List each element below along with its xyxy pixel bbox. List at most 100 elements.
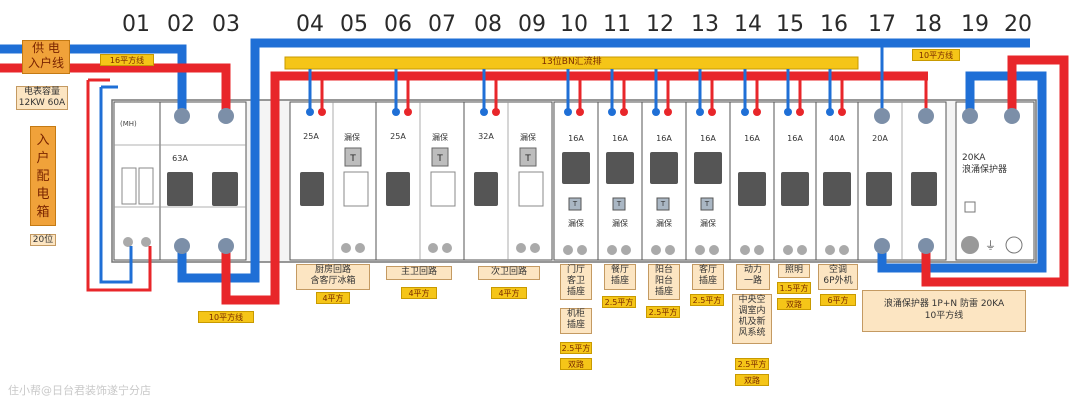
- inlet-cable-label: 16平方线: [100, 54, 154, 66]
- circuit-10b-line-1: 机柜: [566, 309, 585, 319]
- position-08: 08: [474, 12, 502, 37]
- circuit-04-cable: 4平方: [316, 292, 350, 304]
- inlet-live-wire: [0, 63, 231, 112]
- circuit-14b-line-1: 中央空: [738, 295, 766, 305]
- circuit-04-line-2: 含客厅冰箱: [310, 276, 356, 286]
- position-03: 03: [212, 12, 240, 37]
- spd-terminal: [1005, 236, 1023, 254]
- circuit-14b-line-4: 风系统: [738, 328, 766, 338]
- circuit-14b-label: 中央空 调室内 机及新 风系统: [732, 294, 772, 344]
- circuit-17-label: 浪涌保护器 1P+N 防雷 20KA 10平方线: [862, 290, 1026, 332]
- meter-info: 电表容量 12KW 60A: [16, 86, 68, 110]
- inlet-label: 供 电 入户线: [22, 40, 70, 74]
- position-18: 18: [914, 12, 942, 37]
- b11-leak: 漏保: [612, 219, 628, 228]
- circuit-10b-spare: 双路: [560, 358, 592, 370]
- circuit-17-line-2: 10平方线: [924, 311, 964, 321]
- b13-leak: 漏保: [700, 219, 716, 228]
- b10-t: T: [572, 200, 578, 208]
- svg-text:T: T: [349, 154, 356, 164]
- circuit-14-line-1: 动力: [743, 265, 762, 275]
- circuit-16-line-2: 6P外机: [823, 276, 853, 286]
- position-02: 02: [167, 12, 195, 37]
- circuit-15-label: 照明: [778, 264, 810, 278]
- circuit-12-cable: 2.5平方: [646, 306, 680, 318]
- circuit-17-line-1: 浪涌保护器 1P+N 防雷 20KA: [883, 299, 1005, 309]
- spd-window: [964, 201, 976, 213]
- circuit-10-line-1: 门厅: [566, 265, 585, 275]
- main-out-cable: 10平方线: [198, 311, 254, 323]
- circuit-12-line-1: 阳台: [654, 265, 673, 275]
- main-small-label: (MH): [120, 120, 137, 128]
- position-12: 12: [646, 12, 674, 37]
- m2-rating: 25A: [390, 132, 406, 141]
- module-spd: [955, 101, 1035, 261]
- position-05: 05: [340, 12, 368, 37]
- circuit-12-label: 阳台 阳台 插座: [648, 264, 680, 300]
- m1-leak: 漏保: [344, 133, 360, 142]
- m3-rating: 32A: [478, 132, 494, 141]
- meter-info-line-2: 12KW 60A: [18, 98, 66, 108]
- main-neutral-out: [177, 38, 1030, 283]
- position-13: 13: [691, 12, 719, 37]
- inlet-label-line-1: 供 电: [32, 41, 60, 55]
- circuit-10b-label: 机柜 插座: [560, 308, 592, 334]
- circuit-13-cable: 2.5平方: [690, 294, 724, 306]
- ground-terminal: [961, 236, 979, 254]
- position-19: 19: [961, 12, 989, 37]
- busbar-label: 13位BN汇流排: [541, 57, 602, 67]
- position-04: 04: [296, 12, 324, 37]
- circuit-11-label: 餐厅 插座: [604, 264, 636, 290]
- position-20: 20: [1004, 12, 1032, 37]
- b15-rating: 16A: [787, 134, 803, 143]
- circuit-11-line-1: 餐厅: [610, 265, 629, 275]
- small-top-terminals-neutral: [306, 108, 834, 116]
- module-dividers: [114, 102, 903, 260]
- circuit-16-line-1: 空调: [828, 265, 847, 275]
- circuit-12-line-3: 插座: [654, 287, 673, 297]
- circuit-12-line-2: 阳台: [654, 276, 673, 286]
- svg-text:T: T: [436, 154, 443, 164]
- live-drops: [320, 76, 928, 112]
- position-09: 09: [518, 12, 546, 37]
- inlet-label-line-2: 入户线: [27, 56, 64, 70]
- circuit-06-cable: 4平方: [401, 287, 437, 299]
- main-live-out: [221, 71, 928, 305]
- bottom-terminals: [123, 237, 849, 255]
- spd-label-line-1: 20KA: [962, 153, 986, 163]
- module-11: [597, 101, 643, 261]
- b12-rating: 16A: [656, 134, 672, 143]
- circuit-14b-line-2: 调室内: [738, 306, 766, 316]
- position-16: 16: [820, 12, 848, 37]
- circuit-13-label: 客厅 插座: [692, 264, 724, 290]
- circuit-16-cable: 6平方: [820, 294, 856, 306]
- position-06: 06: [384, 12, 412, 37]
- circuit-15-cable: 1.5平方: [777, 282, 811, 294]
- circuit-13-line-1: 客厅: [698, 265, 717, 275]
- b13-rating: 16A: [700, 134, 716, 143]
- neutral-drops: [308, 43, 884, 112]
- circuit-10-line-3: 插座: [566, 287, 585, 297]
- box-size: 20位: [30, 234, 56, 246]
- busbar: [284, 56, 859, 70]
- svg-text:T: T: [524, 154, 531, 164]
- meter-info-line-1: 电表容量: [23, 87, 60, 97]
- position-01: 01: [122, 12, 150, 37]
- circuit-06-label: 主卫回路: [386, 266, 452, 280]
- circuit-14-label: 动力 一路: [736, 264, 770, 290]
- test-buttons: [344, 147, 537, 167]
- circuit-14b-line-3: 机及新: [738, 317, 766, 327]
- circuit-14b-cable: 2.5平方: [735, 358, 769, 370]
- b11-t: T: [616, 200, 622, 208]
- main-rating: 63A: [172, 154, 188, 163]
- circuit-11-line-2: 插座: [610, 276, 629, 286]
- leak-protector-blocks: [343, 171, 544, 207]
- position-17: 17: [868, 12, 896, 37]
- b12-leak: 漏保: [656, 219, 672, 228]
- circuit-10-cable: 2.5平方: [602, 296, 636, 308]
- ground-icon: ⏚: [985, 239, 996, 252]
- m3-leak: 漏保: [520, 133, 536, 142]
- circuit-16-label: 空调 6P外机: [818, 264, 858, 290]
- b13-t: T: [704, 200, 710, 208]
